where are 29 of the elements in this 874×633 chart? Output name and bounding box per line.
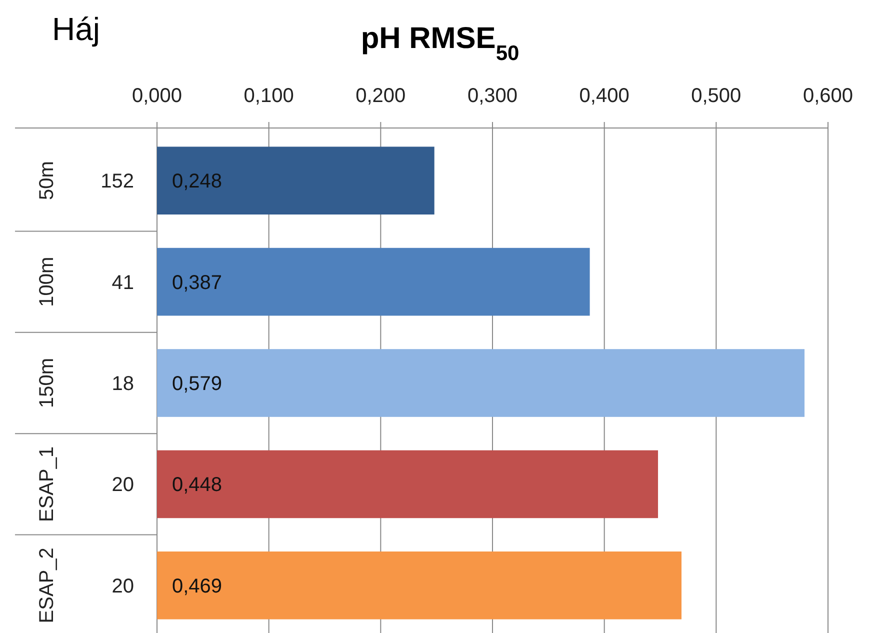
x-tick-label: 0,000 <box>132 85 182 107</box>
data-label: 0,579 <box>172 373 222 395</box>
text: 41 <box>112 272 134 294</box>
bar <box>157 450 658 518</box>
data-label: 0,387 <box>172 272 222 294</box>
text: 20 <box>112 575 134 598</box>
bar <box>157 146 434 214</box>
x-tick-label: 0,300 <box>467 85 518 107</box>
y-tick-label: 50m <box>36 161 58 200</box>
chart-title: pH RMSE$_{50}$ <box>360 22 520 64</box>
x-tick-label: 0,200 <box>356 85 406 107</box>
bar <box>157 552 682 620</box>
x-tick-label: 0,100 <box>244 85 294 107</box>
y-tick-label: ESAP_2 <box>36 548 58 624</box>
bar <box>157 248 590 316</box>
x-tick-label: 0,500 <box>691 85 742 107</box>
text: 18 <box>112 373 134 395</box>
y-tick-label: 150m <box>36 358 58 408</box>
x-tick-label: 0,600 <box>802 85 854 107</box>
bar <box>157 349 805 417</box>
data-label: 0,469 <box>172 575 222 598</box>
text: 20 <box>112 474 134 496</box>
y-tick-label: ESAP_1 <box>36 446 58 522</box>
data-label: 0,248 <box>172 170 222 193</box>
data-label: 0,448 <box>172 474 222 496</box>
y-tick-label: 100m <box>36 256 58 307</box>
text: 152 <box>100 170 134 193</box>
chart-subtitle: Háj <box>52 11 100 47</box>
x-tick-label: 0,400 <box>579 85 630 107</box>
